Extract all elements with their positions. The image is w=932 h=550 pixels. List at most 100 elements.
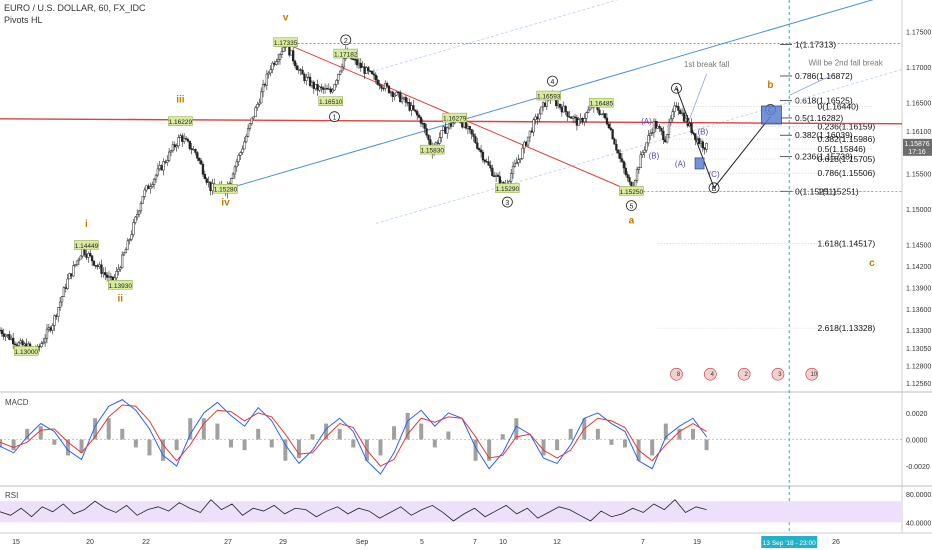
candle-body <box>115 271 118 279</box>
wave-circle <box>501 196 513 208</box>
wave-circle <box>329 111 340 123</box>
candle-body <box>626 174 629 178</box>
macd-histogram-bar <box>310 434 315 440</box>
candle-body <box>198 158 201 161</box>
candle-body <box>55 315 58 317</box>
candle-body <box>384 83 387 89</box>
time-tick-label: 29 <box>279 539 287 546</box>
candle-body <box>290 50 293 56</box>
pivot-label: 1.14449 <box>74 240 99 250</box>
candle-body <box>342 58 346 68</box>
candle-body <box>562 105 565 113</box>
candle-body <box>423 123 426 129</box>
macd-histogram-bar <box>446 431 451 440</box>
candle-body <box>167 151 171 161</box>
candle-body <box>705 143 708 150</box>
candle-body <box>367 67 370 72</box>
candle-body <box>23 343 26 346</box>
candle-body <box>436 142 439 144</box>
event-flag-icon: 10 <box>805 367 819 381</box>
macd-histogram-bar <box>147 439 152 456</box>
candle-body <box>60 296 64 303</box>
candle-body <box>53 315 56 326</box>
candle-body <box>181 135 184 142</box>
candle-body <box>278 54 282 60</box>
wave-label-circle: 4 <box>547 75 558 87</box>
macd-histogram-bar <box>296 439 301 459</box>
candle-body <box>414 109 417 112</box>
pivot-text: 1.16279 <box>443 116 467 123</box>
candle-body <box>271 62 274 70</box>
candle-body <box>66 278 69 289</box>
candle-body <box>149 186 152 190</box>
candle-body <box>292 50 295 62</box>
wave-circle-text: 5 <box>629 204 633 211</box>
macd-histogram-bar <box>609 439 614 445</box>
candle-body <box>523 141 526 149</box>
candle-body <box>335 80 338 85</box>
price-tick-label: 1.16500 <box>906 100 931 107</box>
candle-body <box>361 66 364 69</box>
candle-body <box>703 147 706 150</box>
time-tick-label: 7 <box>641 539 645 546</box>
macd-histogram-bar <box>405 412 410 440</box>
candle-body <box>532 119 535 133</box>
pivot-text: 1.15250 <box>620 189 644 196</box>
time-tick-label: 26 <box>832 539 840 546</box>
candle-body <box>184 138 188 140</box>
candle-body <box>534 116 537 120</box>
candle-body <box>416 111 419 116</box>
candle-body <box>229 178 233 184</box>
candle-body <box>496 174 500 177</box>
candle-body <box>299 69 302 71</box>
wave-label-purple: (B) <box>697 127 708 136</box>
candle-body <box>665 134 669 143</box>
candle-body <box>137 210 141 215</box>
candle-body <box>333 84 336 91</box>
wave-annotations: 1.13000 1.14449 1.13930 1.16229 1.15280 1.173… <box>14 13 884 381</box>
candle-body <box>322 87 325 90</box>
candle-body <box>573 116 577 118</box>
macd-histogram-bar <box>269 439 274 448</box>
candle-body <box>641 152 644 155</box>
candle-body <box>654 120 657 129</box>
pivot-text: 1.13000 <box>15 349 39 356</box>
candle-body <box>235 161 238 168</box>
candle-body <box>145 185 148 191</box>
candle-body <box>400 98 404 103</box>
fib-right-label: 1(1.17313) <box>795 40 836 50</box>
candle-body <box>201 163 205 175</box>
candle-body <box>248 123 252 129</box>
candle-body <box>618 153 622 159</box>
wave-label-purple: (A) <box>675 159 686 168</box>
candle-body <box>406 102 409 104</box>
candle-body <box>122 252 126 256</box>
price-tick-label: 1.13300 <box>906 328 931 335</box>
macd-histogram-bar <box>79 439 84 453</box>
candle-body <box>250 117 253 124</box>
candle-body <box>40 343 43 347</box>
candle-body <box>605 117 609 125</box>
fib-left-label: 0.5(1.15846) <box>818 144 866 154</box>
candle-body <box>256 104 259 108</box>
candle-body <box>303 74 306 81</box>
candle-body <box>399 92 402 103</box>
candle-body <box>675 105 678 107</box>
event-flag-circle <box>771 367 785 381</box>
macd-histogram-bar <box>52 439 57 445</box>
candle-body <box>87 253 90 258</box>
macd-histogram-bar <box>378 439 383 456</box>
candle-body <box>323 88 327 90</box>
candle-body <box>314 84 317 89</box>
candle-body <box>680 112 684 115</box>
pivot-box <box>318 96 343 106</box>
candle-body <box>517 159 520 164</box>
pivot-text: 1.16229 <box>169 119 193 126</box>
candle-body <box>696 138 699 140</box>
candle-body <box>338 70 342 75</box>
candle-body <box>697 138 701 144</box>
candle-body <box>107 276 111 278</box>
time-tick-label: 15 <box>12 539 20 546</box>
candle-body <box>634 179 637 188</box>
